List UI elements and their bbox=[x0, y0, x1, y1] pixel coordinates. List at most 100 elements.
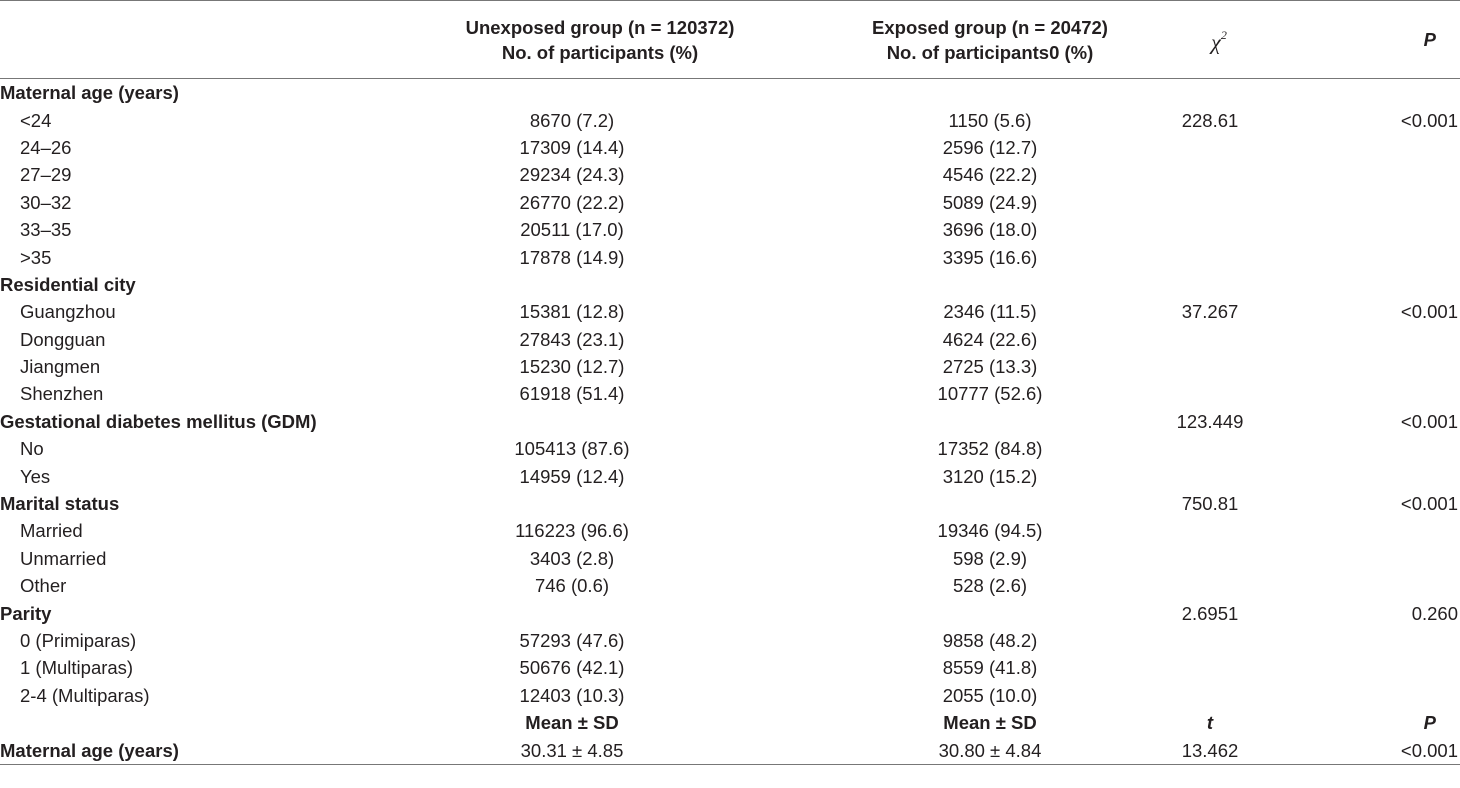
header-p-value: P bbox=[1320, 0, 1460, 79]
section-chi-square-value: 2.6951 bbox=[1181, 602, 1239, 624]
section-header-row: Residential city bbox=[0, 271, 1460, 298]
table-row: Dongguan 27843 (23.1) 4624 (22.6) bbox=[0, 326, 1460, 353]
table-row: 0 (Primiparas) 57293 (47.6) 9858 (48.2) bbox=[0, 627, 1460, 654]
row-label: 0 (Primiparas) bbox=[20, 630, 137, 651]
table-row: 24–26 17309 (14.4) 2596 (12.7) bbox=[0, 134, 1460, 161]
row-exposed-value: 2346 (11.5) bbox=[943, 301, 1037, 323]
header-chi-square: χ2 bbox=[1140, 0, 1320, 79]
row-exposed-value: 2596 (12.7) bbox=[942, 136, 1038, 158]
row-unexposed-value: 15381 (12.8) bbox=[519, 301, 625, 323]
table-row: 30–32 26770 (22.2) 5089 (24.9) bbox=[0, 189, 1460, 216]
mean-row-label: Maternal age (years) bbox=[0, 736, 360, 765]
row-label: 33–35 bbox=[20, 219, 72, 241]
section-p-value: <0.001 bbox=[1400, 493, 1458, 515]
row-label: 1 (Multiparas) bbox=[20, 657, 134, 679]
section-exposed-cell bbox=[840, 490, 1140, 517]
table-row: Shenzhen 61918 (51.4) 10777 (52.6) bbox=[0, 380, 1460, 407]
section-unexposed-cell bbox=[360, 408, 840, 435]
table-row: 27–29 29234 (24.3) 4546 (22.2) bbox=[0, 161, 1460, 188]
row-exposed-value: 19346 (94.5) bbox=[937, 520, 1043, 542]
row-unexposed-value: 12403 (10.3) bbox=[519, 684, 625, 706]
row-chi-square-value bbox=[1140, 462, 1320, 489]
row-exposed-value: 10777 (52.6) bbox=[937, 383, 1043, 405]
row-chi-square-value bbox=[1140, 654, 1320, 681]
row-p-value bbox=[1320, 682, 1460, 709]
row-p-value bbox=[1320, 353, 1460, 380]
table-row: 2-4 (Multiparas) 12403 (10.3) 2055 (10.0) bbox=[0, 682, 1460, 709]
row-label: No bbox=[20, 438, 44, 460]
section-unexposed-cell bbox=[360, 490, 840, 517]
table-header: Unexposed group (n = 120372) No. of part… bbox=[0, 0, 1460, 79]
row-p-value bbox=[1320, 654, 1460, 681]
mean-header-p: P bbox=[1423, 712, 1436, 734]
row-exposed-value: 3120 (15.2) bbox=[942, 465, 1038, 487]
section-unexposed-cell bbox=[360, 599, 840, 626]
row-p-value bbox=[1320, 243, 1460, 270]
row-unexposed-value: 29234 (24.3) bbox=[519, 164, 625, 186]
section-title: Marital status bbox=[0, 493, 120, 515]
row-p-value: <0.001 bbox=[1400, 109, 1458, 131]
row-label: Guangzhou bbox=[20, 301, 116, 323]
mean-sd-header-row: Mean ± SD Mean ± SD t P bbox=[0, 709, 1460, 736]
row-exposed-value: 1150 (5.6) bbox=[948, 109, 1032, 131]
row-unexposed-value: 8670 (7.2) bbox=[529, 109, 615, 131]
row-p-value bbox=[1320, 572, 1460, 599]
section-title: Parity bbox=[0, 602, 52, 624]
row-unexposed-value: 116223 (96.6) bbox=[515, 520, 629, 542]
section-p-value bbox=[1320, 79, 1460, 107]
section-chi-square-value: 123.449 bbox=[1176, 410, 1244, 432]
mean-sd-row: Maternal age (years) 30.31 ± 4.85 30.80 ± … bbox=[0, 736, 1460, 765]
mean-row-p-value: <0.001 bbox=[1320, 736, 1460, 765]
row-unexposed-value: 15230 (12.7) bbox=[519, 356, 625, 378]
row-label: >35 bbox=[20, 246, 52, 268]
row-chi-square-value bbox=[1140, 134, 1320, 161]
baseline-characteristics-table-container: Unexposed group (n = 120372) No. of part… bbox=[0, 0, 1460, 765]
mean-header-t-stat: t bbox=[1206, 712, 1214, 734]
row-p-value bbox=[1320, 161, 1460, 188]
row-unexposed-value: 17309 (14.4) bbox=[519, 136, 625, 158]
row-exposed-value: 3395 (16.6) bbox=[942, 246, 1038, 268]
section-unexposed-cell bbox=[360, 271, 840, 298]
section-exposed-cell bbox=[840, 79, 1140, 107]
mean-header-unexposed: Mean ± SD bbox=[525, 712, 619, 734]
table-row: Guangzhou 15381 (12.8) 2346 (11.5) 37.267 <0… bbox=[0, 298, 1460, 325]
row-exposed-value: 8559 (41.8) bbox=[942, 657, 1038, 679]
section-header-row: Gestational diabetes mellitus (GDM) 123.4… bbox=[0, 408, 1460, 435]
row-chi-square-value bbox=[1140, 161, 1320, 188]
row-label: Shenzhen bbox=[20, 383, 104, 405]
section-title: Residential city bbox=[0, 273, 136, 295]
row-exposed-value: 9858 (48.2) bbox=[942, 630, 1038, 651]
row-label: Jiangmen bbox=[20, 356, 101, 378]
row-unexposed-value: 746 (0.6) bbox=[534, 575, 610, 597]
row-chi-square-value bbox=[1140, 380, 1320, 407]
row-exposed-value: 4546 (22.2) bbox=[942, 164, 1038, 186]
row-exposed-value: 2055 (10.0) bbox=[942, 684, 1038, 706]
row-chi-square-value bbox=[1140, 189, 1320, 216]
header-exposed-line2: No. of participants0 (%) bbox=[886, 41, 1094, 63]
header-exposed-line1: Exposed group (n = 20472) bbox=[872, 16, 1108, 38]
section-p-value bbox=[1320, 271, 1460, 298]
row-p-value bbox=[1320, 380, 1460, 407]
mean-row-t-value: 13.462 bbox=[1140, 736, 1320, 765]
row-unexposed-value: 50676 (42.1) bbox=[519, 657, 625, 679]
row-p-value: <0.001 bbox=[1400, 301, 1458, 323]
row-p-value bbox=[1320, 216, 1460, 243]
section-title: Maternal age (years) bbox=[0, 82, 179, 104]
row-label: Unmarried bbox=[20, 547, 107, 569]
row-exposed-value: 4624 (22.6) bbox=[942, 328, 1038, 350]
row-unexposed-value: 57293 (47.6) bbox=[519, 630, 625, 651]
table-body: Maternal age (years) <24 8670 (7.2) 1150 (5… bbox=[0, 79, 1460, 765]
section-exposed-cell bbox=[840, 271, 1140, 298]
row-p-value bbox=[1320, 627, 1460, 654]
table-row: Yes 14959 (12.4) 3120 (15.2) bbox=[0, 462, 1460, 489]
section-header-row: Marital status 750.81 <0.001 bbox=[0, 490, 1460, 517]
row-chi-square-value bbox=[1140, 517, 1320, 544]
table-row: >35 17878 (14.9) 3395 (16.6) bbox=[0, 243, 1460, 270]
row-exposed-value: 598 (2.9) bbox=[952, 547, 1028, 569]
row-unexposed-value: 14959 (12.4) bbox=[519, 465, 625, 487]
mean-row-exposed: 30.80 ± 4.84 bbox=[840, 736, 1140, 765]
row-chi-square-value bbox=[1140, 435, 1320, 462]
section-unexposed-cell bbox=[360, 79, 840, 107]
row-exposed-value: 5089 (24.9) bbox=[942, 191, 1038, 213]
row-p-value bbox=[1320, 189, 1460, 216]
